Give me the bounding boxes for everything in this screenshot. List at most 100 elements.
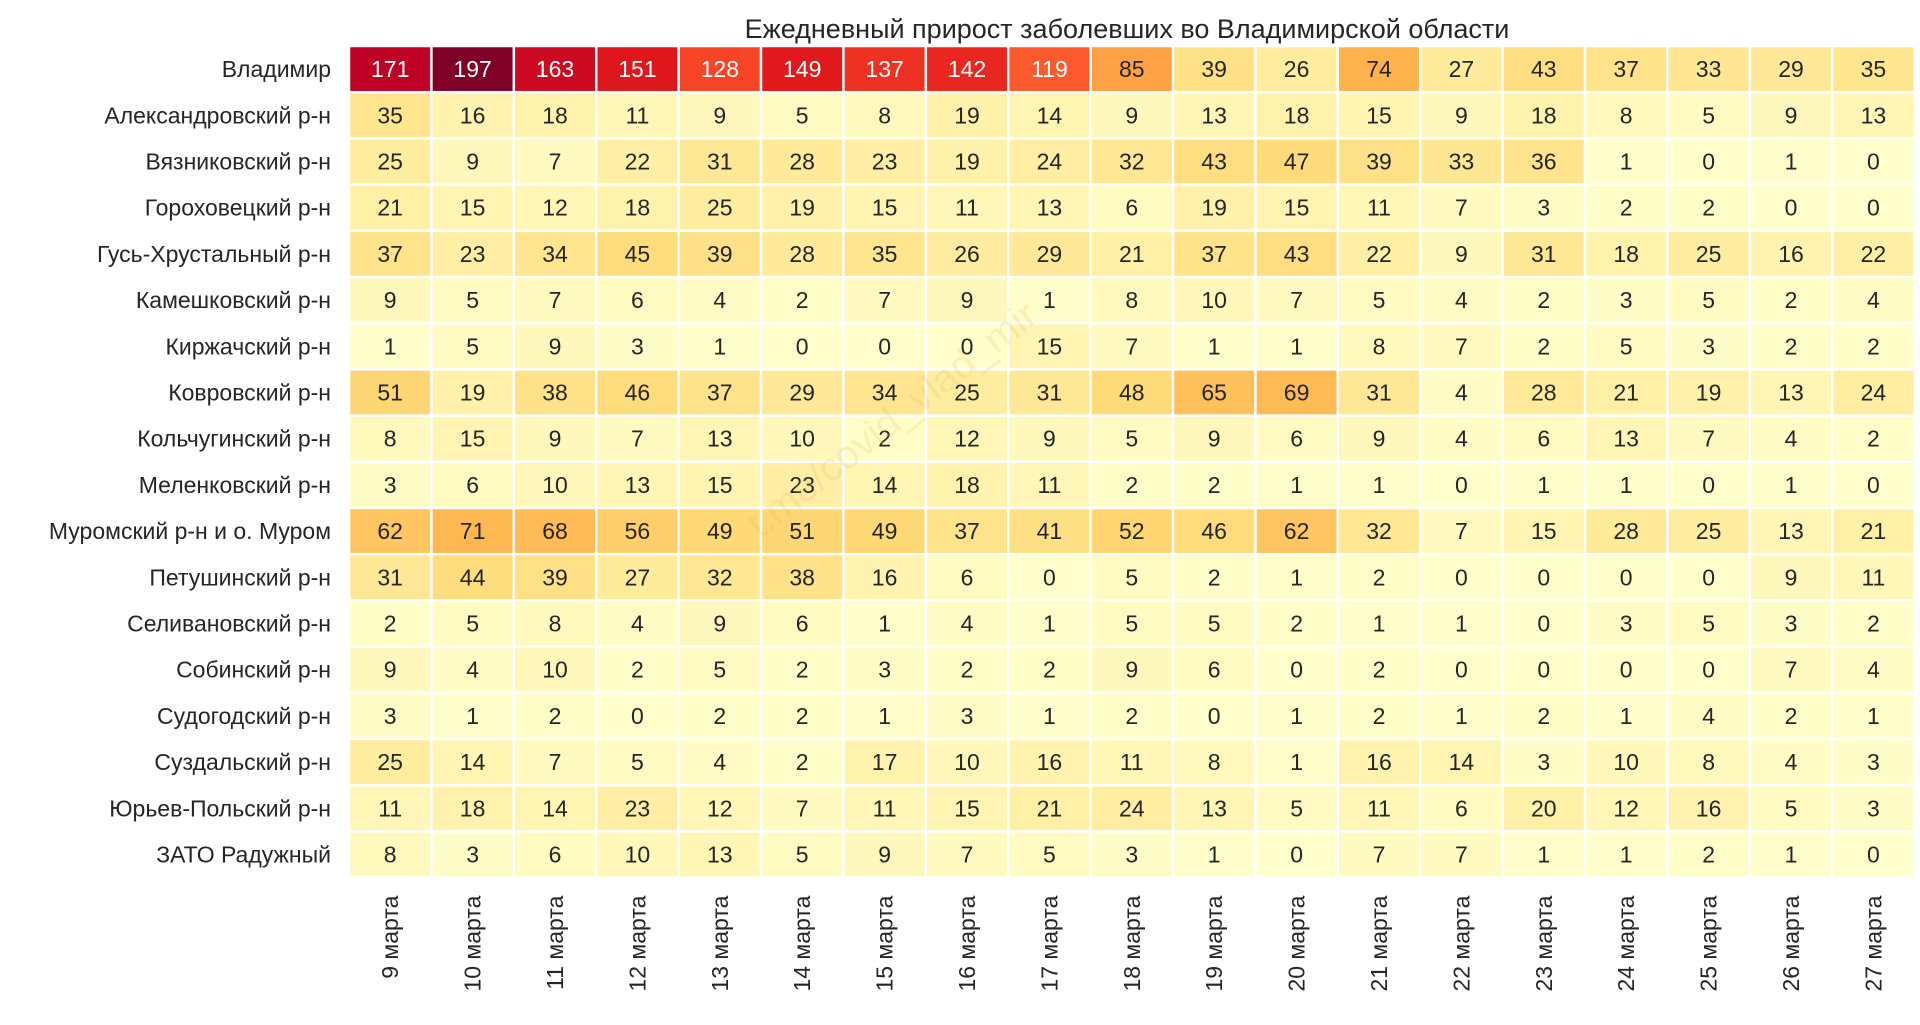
cell-value-label: 23 — [460, 241, 486, 267]
cell-value-label: 25 — [1696, 518, 1722, 544]
heatmap-cell — [844, 832, 925, 877]
heatmap-cell — [350, 324, 431, 369]
heatmap-cell — [927, 832, 1007, 877]
heatmap-cell — [1174, 370, 1255, 415]
heatmap-cell — [350, 232, 431, 276]
heatmap-cell — [432, 509, 513, 553]
heatmap-cell — [1833, 832, 1914, 877]
cell-value-label: 2 — [1125, 472, 1138, 498]
heatmap-cell — [1421, 416, 1502, 461]
heatmap-cell — [1421, 509, 1502, 553]
heatmap-cell — [927, 232, 1007, 276]
heatmap-cell — [844, 694, 925, 738]
cell-value-label: 39 — [707, 241, 733, 267]
heatmap-cell — [1091, 139, 1172, 184]
heatmap-cell — [1256, 324, 1337, 369]
cell-value-label: 2 — [384, 611, 397, 637]
row-label: Судогодский р-н — [157, 703, 331, 729]
cell-value-label: 14 — [872, 472, 898, 498]
cell-value-label: 17 — [872, 749, 898, 775]
heatmap-cell — [844, 278, 925, 322]
cell-value-label: 2 — [1290, 611, 1303, 637]
heatmap-cell — [762, 601, 843, 646]
cell-value-label: 10 — [954, 749, 980, 775]
cell-value-label: 5 — [466, 333, 479, 359]
cell-value-label: 197 — [453, 56, 491, 82]
heatmap-cell — [1586, 47, 1667, 91]
cell-value-label: 9 — [878, 842, 891, 868]
heatmap-cell — [1009, 463, 1090, 507]
row-label: Александровский р-н — [104, 102, 331, 128]
cell-value-label: 2 — [1373, 703, 1386, 729]
cell-value-label: 2 — [713, 703, 726, 729]
cell-value-label: 37 — [707, 380, 733, 406]
heatmap-cell — [1503, 463, 1584, 507]
heatmap-cell — [1256, 232, 1337, 276]
cell-value-label: 13 — [1613, 426, 1639, 452]
heatmap-cell — [844, 647, 925, 692]
heatmap-cell — [1421, 740, 1502, 784]
cell-value-label: 24 — [1037, 149, 1063, 175]
heatmap-cell — [432, 463, 513, 507]
cell-value-label: 9 — [1208, 426, 1221, 452]
cell-value-label: 1 — [1620, 149, 1633, 175]
cell-value-label: 5 — [631, 749, 644, 775]
heatmap-cell — [1091, 555, 1172, 600]
heatmap-cell — [432, 278, 513, 322]
cell-value-label: 4 — [1455, 380, 1468, 406]
heatmap-cell — [1421, 93, 1502, 138]
heatmap-cell — [1174, 832, 1255, 877]
heatmap-cell — [1421, 139, 1502, 184]
heatmap-cell — [762, 832, 843, 877]
heatmap-cell — [1586, 740, 1667, 784]
heatmap-cell — [1668, 47, 1749, 91]
cell-value-label: 13 — [1778, 518, 1804, 544]
cell-value-label: 0 — [1867, 842, 1880, 868]
heatmap-cell — [432, 47, 513, 91]
row-label: Суздальский р-н — [154, 749, 331, 775]
heatmap-cell — [1668, 832, 1749, 877]
cell-value-label: 2 — [1537, 703, 1550, 729]
cell-value-label: 37 — [954, 518, 980, 544]
heatmap-cell — [1339, 370, 1419, 415]
heatmap-cell — [1421, 463, 1502, 507]
cell-value-label: 15 — [1037, 333, 1063, 359]
cell-value-label: 9 — [549, 333, 562, 359]
cell-value-label: 21 — [377, 195, 403, 221]
heatmap-cell — [1339, 555, 1419, 600]
heatmap-cell — [844, 93, 925, 138]
cell-value-label: 0 — [1702, 657, 1715, 683]
heatmap-cell — [432, 324, 513, 369]
cell-value-label: 5 — [1702, 611, 1715, 637]
cell-value-label: 28 — [789, 241, 815, 267]
cell-value-label: 16 — [1366, 749, 1392, 775]
cell-value-label: 32 — [1119, 149, 1145, 175]
heatmap-cell — [1009, 555, 1090, 600]
heatmap-cell — [1091, 694, 1172, 738]
heatmap-cell — [1174, 740, 1255, 784]
heatmap-cell — [1586, 139, 1667, 184]
cell-value-label: 2 — [1373, 657, 1386, 683]
cell-value-label: 15 — [460, 195, 486, 221]
cell-value-label: 34 — [872, 380, 898, 406]
heatmap-cell — [762, 555, 843, 600]
cell-value-label: 19 — [460, 380, 486, 406]
cell-value-label: 37 — [377, 241, 403, 267]
cell-value-label: 3 — [631, 333, 644, 359]
heatmap-cell — [927, 370, 1007, 415]
cell-value-label: 3 — [1620, 611, 1633, 637]
cell-value-label: 37 — [1201, 241, 1227, 267]
column-label: 24 марта — [1613, 895, 1639, 991]
heatmap-cell — [515, 694, 595, 738]
cell-value-label: 43 — [1531, 56, 1557, 82]
heatmap-cell — [762, 416, 843, 461]
heatmap-cell — [1586, 555, 1667, 600]
cell-value-label: 3 — [1702, 333, 1715, 359]
cell-value-label: 56 — [625, 518, 651, 544]
cell-value-label: 35 — [872, 241, 898, 267]
heatmap-cell — [1009, 786, 1090, 831]
cell-value-label: 15 — [1366, 102, 1392, 128]
heatmap-cell — [1833, 647, 1914, 692]
cell-value-label: 1 — [1620, 842, 1633, 868]
